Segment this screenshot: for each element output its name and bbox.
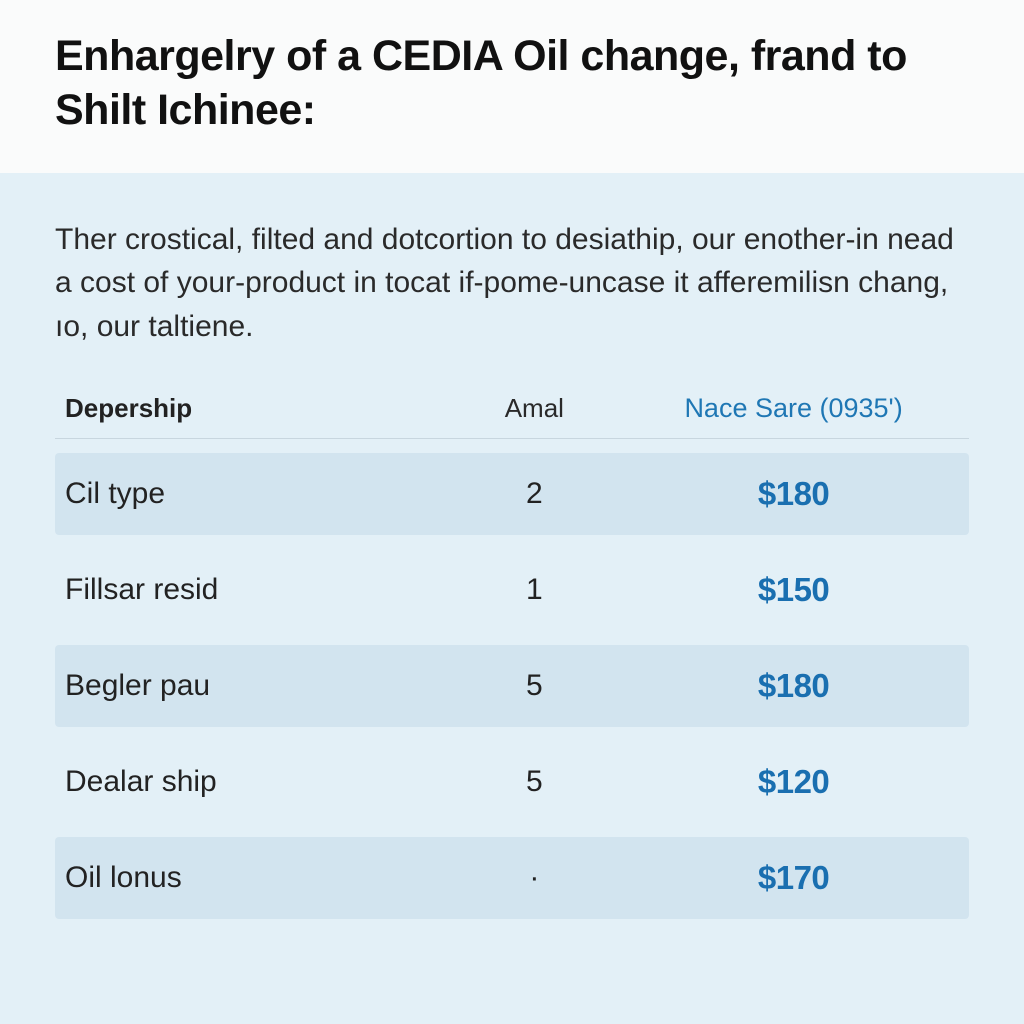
cell-amal: · — [440, 861, 628, 895]
table-row: Fillsar resid 1 $150 — [55, 549, 969, 631]
cell-price: $180 — [628, 475, 959, 513]
table-header-amal: Amal — [440, 393, 628, 424]
cell-name: Dealar ship — [65, 765, 440, 799]
cell-price: $170 — [628, 859, 959, 897]
cell-price: $150 — [628, 571, 959, 609]
table-row: Dealar ship 5 $120 — [55, 741, 969, 823]
table-header-depership: Depership — [65, 393, 440, 424]
cell-amal: 5 — [440, 669, 628, 703]
cell-name: Fillsar resid — [65, 573, 440, 607]
price-table: Depership Amal Nace Sare (0935') Cil typ… — [55, 393, 969, 919]
table-row: Oil lonus · $170 — [55, 837, 969, 919]
page: Enhargelry of a CEDIA Oil change, frand … — [0, 0, 1024, 1024]
table-header-nace-sare: Nace Sare (0935') — [628, 393, 959, 424]
body-area: Ther crostical, filted and dotcortion to… — [0, 173, 1024, 1024]
cell-price: $120 — [628, 763, 959, 801]
header-area: Enhargelry of a CEDIA Oil change, frand … — [0, 0, 1024, 173]
cell-amal: 5 — [440, 765, 628, 799]
intro-paragraph: Ther crostical, filted and dotcortion to… — [55, 218, 969, 349]
cell-name: Oil lonus — [65, 861, 440, 895]
page-title: Enhargelry of a CEDIA Oil change, frand … — [55, 30, 969, 138]
cell-name: Begler pau — [65, 669, 440, 703]
cell-name: Cil type — [65, 477, 440, 511]
cell-amal: 2 — [440, 477, 628, 511]
cell-amal: 1 — [440, 573, 628, 607]
table-row: Cil type 2 $180 — [55, 453, 969, 535]
table-row: Begler pau 5 $180 — [55, 645, 969, 727]
table-header-row: Depership Amal Nace Sare (0935') — [55, 393, 969, 439]
cell-price: $180 — [628, 667, 959, 705]
